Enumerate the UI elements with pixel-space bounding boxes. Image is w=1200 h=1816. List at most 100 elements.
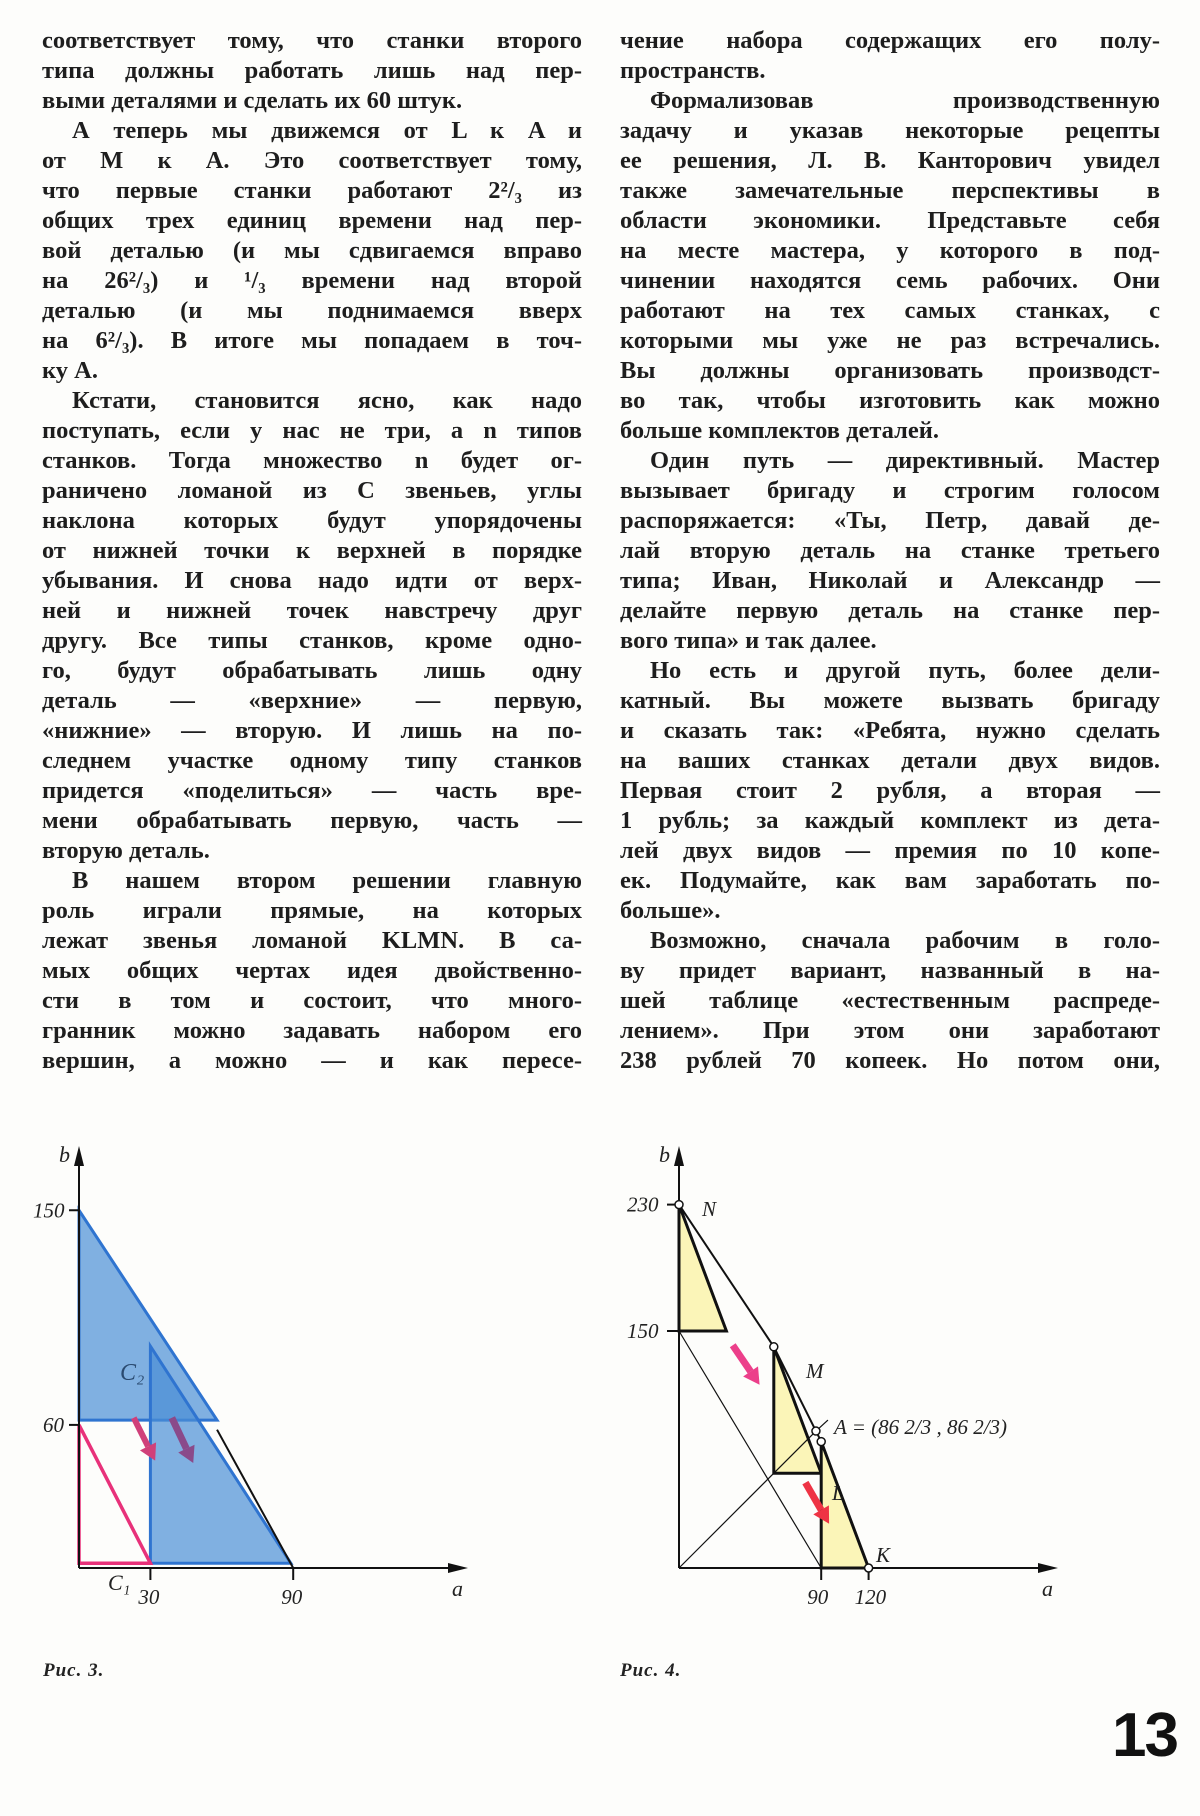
text-line: наклона которых будут упорядочены [42,507,582,534]
vertex-point [674,1199,684,1210]
text-line: на месте мастера, у которого в под- [620,237,1160,264]
text-line: вого типа» и так далее. [620,627,877,654]
text-line: деталью (и мы поднимаемся вверх [42,297,582,324]
text-line: вой деталью (и мы сдвигаемся вправо [42,237,582,264]
vertex-point [811,1426,821,1436]
page-number: 13 [1112,1701,1179,1770]
text-line: сти в том и состоит, что много- [42,987,582,1014]
text-line: распоряжается: «Ты, Петр, давай де- [620,507,1160,534]
text-line: ее решения, Л. В. Канторович увидел [620,147,1160,174]
text-line: чинении находятся семь рабочих. Они [620,267,1160,294]
diagonal-line [678,1430,817,1569]
yellow-triangle [677,1204,729,1333]
text-line: соответствует тому, что станки второго [42,27,582,54]
y-tick-label: 150 [33,1198,65,1222]
text-line: ней и нижней точек навстречу друг [42,597,582,624]
text-line: ву придет вариант, названный в на- [620,957,1160,984]
red-arrow-head [813,1505,830,1524]
text-line: от нижней точки к верхней в порядке [42,537,582,564]
text-line: 238 рублей 70 копеек. Но потом они, [620,1047,1160,1074]
text-line: на 6²/₃). В итоге мы попадаем в точ- [42,327,582,354]
region-label-c2: C₂ [120,1360,144,1386]
text-line: станков. Тогда множество n будет ог- [42,447,582,474]
text-line: выми деталями и сделать их 60 штук. [42,87,463,114]
text-line: мых общих чертах идея двойственно- [42,957,582,984]
text-line: Вы должны организовать производст- [620,357,1160,384]
text-line: поступать, если у нас не три, а n типов [42,417,582,444]
text-line: 1 рубль; за каждый комплект из дета- [620,807,1160,834]
text-line: которыми мы уже не раз встречались. [620,327,1160,354]
pink-arrow-shaft [729,1343,754,1374]
text-line: больше». [620,897,721,924]
text-line: А теперь мы движемся от L к A и [72,117,582,144]
point-label-k: K [875,1543,891,1567]
text-column-right: чение набора содержащих его полу-простра… [620,26,1160,1076]
boundary-line [216,1429,295,1569]
x-axis-label: a [1042,1576,1053,1601]
text-line: типа должны работать лишь над пер- [42,57,582,84]
y-tick-label: 60 [43,1413,65,1437]
text-line: вершин, а можно — и как пересе- [42,1047,582,1074]
vertex-point [863,1563,874,1573]
x-axis-arrow-icon [1038,1563,1058,1573]
text-column-left: соответствует тому, что станки второго ти… [42,26,582,1076]
text-line: работают на тех самых станках, с [620,297,1160,324]
text-line: «нижние» — вторую. И лишь на по- [42,717,582,744]
text-line: Кстати, становится ясно, как надо [72,387,582,414]
text-line: В нашем втором решении главную [72,867,582,894]
text-line: пространств. [620,57,766,84]
text-line: на 26²/₃) и ¹/₃ времени над второй [42,267,582,294]
purple-arrow [168,1416,195,1464]
text-line: типа; Иван, Николай и Александр — [620,567,1160,594]
text-line: другу. Все типы станков, кроме одно- [42,627,582,654]
text-line: во так, чтобы изготовить как можно [620,387,1160,414]
figure-4-caption: Рис. 4. [620,1660,682,1681]
purple-arrow-shaft [168,1416,190,1451]
region-c2-upper [77,1205,220,1422]
text-line: Возможно, сначала рабочим в голо- [650,927,1160,954]
text-line: вызывает бригаду и строгим голосом [620,477,1160,504]
yellow-triangle [772,1346,824,1475]
text-line: лением». При этом они заработают [620,1017,1160,1044]
text-line: делайте первую деталь на станке пер- [620,597,1160,624]
text-line: Но есть и другой путь, более дели- [650,657,1160,684]
text-line: что первые станки работают 2²/₃ из [42,177,582,204]
region-label-c1: C₁ [108,1570,130,1595]
region-c1 [77,1424,154,1565]
point-label-m: M [805,1359,825,1383]
text-line: Формализовав производственную [650,87,1160,114]
text-line: шей таблице «естественным распреде- [620,987,1160,1014]
x-tick-label: 90 [807,1585,829,1609]
text-line: лежат звенья ломаной KLMN. В са- [42,927,582,954]
text-line: деталь — «верхние» — первую, [42,687,582,714]
text-line: Один путь — директивный. Мастер [650,447,1160,474]
text-line: мени обрабатывать первую, часть — [42,807,582,834]
x-axis-arrow-icon [448,1563,468,1573]
point-label-l: L [831,1481,844,1505]
text-line: катный. Вы можете вызвать бригаду [620,687,1160,714]
y-axis-label: b [59,1142,70,1167]
text-line: ку A. [42,357,98,384]
red-arrow [802,1480,830,1524]
vertex-point [769,1342,779,1352]
text-line: больше комплектов деталей. [620,417,939,444]
y-axis-arrow-icon [74,1146,84,1166]
text-line: на ваших станках детали двух видов. [620,747,1160,774]
pink-arrow-head [743,1366,760,1385]
region-c2-lower [148,1341,294,1565]
red-arrow-shaft [802,1480,825,1512]
text-line: придется «поделиться» — часть вре- [42,777,582,804]
text-line: Первая стоит 2 рубля, а вторая — [620,777,1160,804]
yellow-triangle [819,1441,871,1570]
text-line: убывания. И снова надо идти от верх- [42,567,582,594]
vertex-point [816,1436,826,1447]
text-line: чение набора содержащих его полу- [620,27,1160,54]
text-line: и сказать так: «Ребята, нужно сделать [620,717,1160,744]
text-line: раничено ломаной из C звеньев, углы [42,477,582,504]
pink-arrow-shaft [131,1416,151,1448]
y-tick-label: 150 [627,1319,659,1343]
x-axis-label: a [452,1576,463,1601]
pink-arrow-head [139,1442,157,1461]
